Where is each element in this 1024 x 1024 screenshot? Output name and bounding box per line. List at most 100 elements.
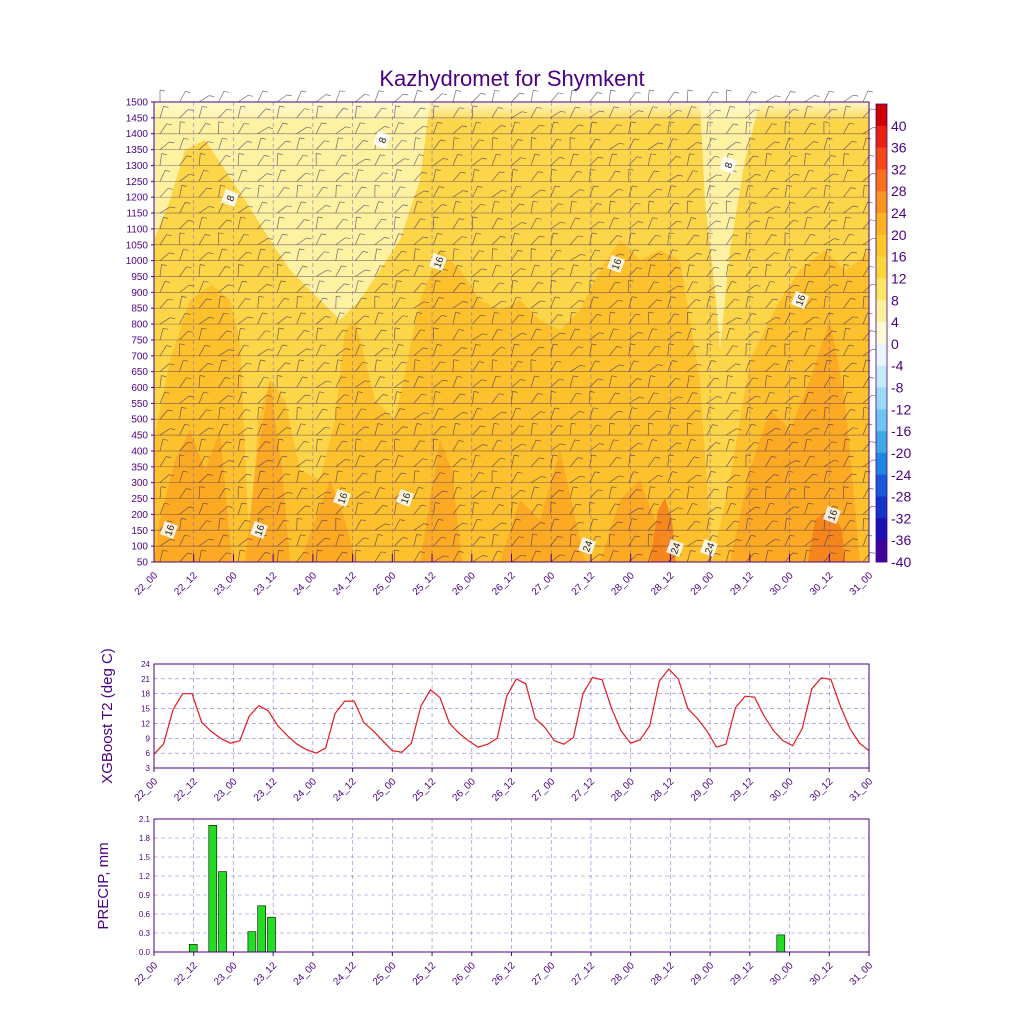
wind-barb bbox=[198, 141, 209, 150]
wind-barb bbox=[237, 362, 247, 372]
wind-barb bbox=[784, 518, 787, 531]
wind-barb-flag bbox=[870, 108, 876, 111]
wind-barb bbox=[335, 154, 342, 166]
wind-barb bbox=[804, 345, 811, 356]
wind-barb bbox=[237, 252, 247, 261]
wind-barb-flag bbox=[398, 455, 404, 457]
wind-barb-flag bbox=[554, 518, 560, 521]
wind-barb-flag bbox=[362, 251, 369, 253]
wind-barb bbox=[608, 534, 611, 547]
wind-barb-flag bbox=[342, 440, 348, 443]
wind-barb-flag bbox=[377, 534, 383, 536]
time-tick-label: 23_12 bbox=[252, 960, 280, 988]
wind-barb bbox=[687, 539, 698, 547]
wind-barb-flag bbox=[811, 520, 817, 522]
wind-barb-flag bbox=[337, 359, 343, 362]
wind-barb bbox=[433, 297, 440, 309]
colorbar-label: -8 bbox=[891, 380, 904, 396]
wind-barb bbox=[745, 232, 747, 245]
wind-barb-flag bbox=[481, 268, 487, 271]
wind-barb-flag bbox=[259, 184, 265, 187]
height-tick-label: 150 bbox=[131, 526, 148, 537]
wind-barb-flag bbox=[846, 502, 853, 505]
wind-barb-flag bbox=[492, 248, 498, 250]
wind-barb bbox=[608, 503, 616, 515]
wind-barb bbox=[276, 251, 286, 261]
wind-barb bbox=[276, 455, 283, 467]
wind-barb-flag bbox=[433, 327, 439, 330]
wind-barb bbox=[608, 153, 613, 166]
wind-barb bbox=[569, 254, 581, 261]
colorbar-label: -16 bbox=[891, 423, 911, 439]
wind-barb-flag bbox=[560, 110, 566, 113]
wind-barb-flag bbox=[363, 537, 369, 540]
wind-barb bbox=[765, 474, 775, 483]
wind-barb bbox=[237, 538, 248, 547]
wind-barb bbox=[589, 267, 599, 277]
wind-barb bbox=[198, 427, 210, 436]
wind-barb bbox=[686, 503, 693, 515]
wind-barb bbox=[686, 170, 694, 182]
wind-barb bbox=[647, 439, 653, 452]
wind-barb bbox=[862, 394, 873, 404]
wind-barb-flag bbox=[161, 153, 167, 155]
wind-barb bbox=[511, 139, 519, 150]
wind-barb bbox=[726, 520, 735, 531]
wind-barb bbox=[667, 454, 670, 467]
wind-barb bbox=[647, 217, 653, 230]
wind-barb bbox=[745, 535, 752, 547]
wind-barb-flag bbox=[162, 549, 168, 552]
wind-barb bbox=[335, 329, 344, 341]
wind-barb bbox=[608, 189, 619, 198]
wind-barb bbox=[745, 442, 755, 452]
wind-barb bbox=[452, 393, 461, 404]
wind-barb bbox=[296, 423, 302, 436]
wind-barb-flag bbox=[300, 312, 307, 315]
wind-barb bbox=[257, 407, 260, 420]
wind-barb-flag bbox=[187, 330, 193, 333]
wind-barb bbox=[237, 153, 240, 166]
wind-barb bbox=[843, 217, 847, 229]
wind-barb-flag bbox=[382, 394, 388, 396]
wind-barb bbox=[608, 410, 619, 420]
precip-tick-label: 2.1 bbox=[139, 815, 151, 824]
wind-barb bbox=[296, 552, 304, 563]
wind-barb bbox=[433, 379, 444, 388]
wind-barb-flag bbox=[559, 378, 565, 381]
wind-barb-flag bbox=[240, 216, 246, 219]
wind-barb-flag bbox=[696, 142, 703, 144]
wind-barb-flag bbox=[433, 216, 439, 219]
wind-barb-flag bbox=[415, 248, 421, 251]
wind-barb bbox=[159, 264, 162, 277]
wind-barb-flag bbox=[672, 249, 678, 252]
wind-barb bbox=[823, 91, 830, 103]
wind-barb bbox=[530, 550, 537, 563]
wind-barb bbox=[726, 474, 736, 483]
wind-barb-flag bbox=[713, 91, 719, 94]
height-tick-label: 1100 bbox=[126, 224, 148, 235]
wind-barb-flag bbox=[475, 454, 481, 457]
height-tick-label: 300 bbox=[131, 478, 148, 489]
wind-barb bbox=[159, 188, 169, 198]
hot-region bbox=[154, 320, 860, 562]
wind-barb bbox=[550, 250, 557, 261]
wind-barb-flag bbox=[302, 154, 308, 157]
wind-barb bbox=[491, 329, 498, 341]
wind-barb-flag bbox=[825, 295, 831, 298]
wind-barb-flag bbox=[205, 345, 211, 347]
height-tick-label: 450 bbox=[131, 431, 148, 442]
wind-barb bbox=[843, 391, 848, 404]
wind-barb bbox=[784, 109, 794, 119]
wind-barb-flag bbox=[850, 187, 856, 189]
wind-barb-flag bbox=[553, 232, 559, 235]
height-tick-label: 550 bbox=[131, 399, 148, 410]
wind-barb bbox=[784, 441, 794, 452]
wind-barb-flag bbox=[577, 346, 584, 349]
wind-barb bbox=[667, 267, 676, 277]
wind-barb-flag bbox=[519, 203, 525, 206]
wind-barb-flag bbox=[616, 124, 623, 127]
wind-barb bbox=[198, 317, 210, 325]
wind-barb bbox=[198, 252, 209, 261]
wind-barb bbox=[452, 423, 456, 436]
t2-tick-label: 6 bbox=[146, 749, 151, 758]
